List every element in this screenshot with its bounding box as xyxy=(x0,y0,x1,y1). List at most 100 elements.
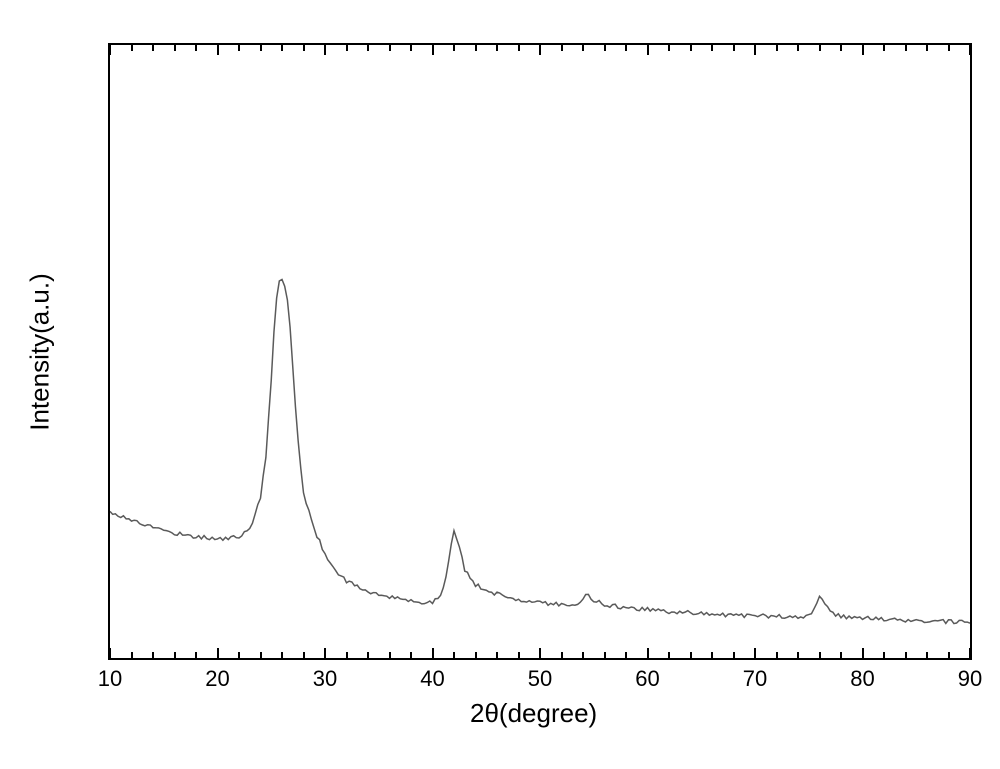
x-minor-tick-top xyxy=(561,45,563,51)
x-minor-tick-top xyxy=(131,45,133,51)
x-minor-tick-top xyxy=(948,45,950,51)
x-major-tick xyxy=(432,648,434,658)
x-minor-tick xyxy=(905,652,907,658)
x-minor-tick-top xyxy=(905,45,907,51)
x-minor-tick-top xyxy=(582,45,584,51)
x-minor-tick-top xyxy=(797,45,799,51)
x-minor-tick xyxy=(797,652,799,658)
x-minor-tick-top xyxy=(475,45,477,51)
x-major-tick-top xyxy=(647,45,649,55)
x-minor-tick-top xyxy=(625,45,627,51)
x-minor-tick xyxy=(410,652,412,658)
x-minor-tick xyxy=(625,652,627,658)
x-major-tick-top xyxy=(539,45,541,55)
x-major-tick xyxy=(647,648,649,658)
x-minor-tick-top xyxy=(840,45,842,51)
x-minor-tick xyxy=(195,652,197,658)
x-minor-tick-top xyxy=(389,45,391,51)
xrd-trace xyxy=(110,279,970,623)
x-major-tick xyxy=(324,648,326,658)
x-minor-tick xyxy=(303,652,305,658)
x-minor-tick xyxy=(582,652,584,658)
y-axis-left xyxy=(108,43,110,660)
x-minor-tick xyxy=(948,652,950,658)
x-axis-bottom xyxy=(110,658,970,660)
x-tick-label: 50 xyxy=(510,666,570,692)
x-minor-tick xyxy=(389,652,391,658)
x-tick-label: 20 xyxy=(188,666,248,692)
x-minor-tick xyxy=(496,652,498,658)
x-minor-tick-top xyxy=(711,45,713,51)
x-major-tick-top xyxy=(862,45,864,55)
x-minor-tick-top xyxy=(303,45,305,51)
y-axis-right xyxy=(970,43,972,660)
x-minor-tick xyxy=(131,652,133,658)
x-major-tick xyxy=(217,648,219,658)
x-minor-tick xyxy=(346,652,348,658)
x-minor-tick-top xyxy=(367,45,369,51)
x-minor-tick-top xyxy=(174,45,176,51)
x-minor-tick-top xyxy=(690,45,692,51)
x-minor-tick xyxy=(819,652,821,658)
x-major-tick-top xyxy=(109,45,111,55)
x-minor-tick xyxy=(926,652,928,658)
x-minor-tick xyxy=(367,652,369,658)
x-minor-tick-top xyxy=(260,45,262,51)
x-tick-label: 60 xyxy=(618,666,678,692)
x-tick-label: 80 xyxy=(833,666,893,692)
x-minor-tick-top xyxy=(604,45,606,51)
x-major-tick-top xyxy=(969,45,971,55)
x-tick-label: 90 xyxy=(940,666,1000,692)
x-minor-tick-top xyxy=(496,45,498,51)
plot-area xyxy=(110,45,970,658)
xrd-trace-svg xyxy=(110,45,970,658)
xrd-figure: Intensity(a.u.) 2θ(degree) 10 20 30 40 50 60 7… xyxy=(0,0,1000,769)
x-major-tick-top xyxy=(324,45,326,55)
x-minor-tick xyxy=(260,652,262,658)
x-tick-label: 10 xyxy=(80,666,140,692)
x-minor-tick-top xyxy=(776,45,778,51)
x-minor-tick-top xyxy=(152,45,154,51)
x-minor-tick xyxy=(518,652,520,658)
x-minor-tick-top xyxy=(926,45,928,51)
x-minor-tick xyxy=(690,652,692,658)
x-minor-tick xyxy=(668,652,670,658)
x-tick-label: 30 xyxy=(295,666,355,692)
x-major-tick xyxy=(539,648,541,658)
x-axis-label: 2θ(degree) xyxy=(470,698,597,729)
x-minor-tick xyxy=(604,652,606,658)
x-major-tick xyxy=(862,648,864,658)
x-major-tick-top xyxy=(217,45,219,55)
x-minor-tick-top xyxy=(346,45,348,51)
x-tick-label: 70 xyxy=(725,666,785,692)
x-minor-tick xyxy=(561,652,563,658)
x-minor-tick xyxy=(840,652,842,658)
x-major-tick-top xyxy=(754,45,756,55)
x-minor-tick-top xyxy=(518,45,520,51)
x-minor-tick-top xyxy=(819,45,821,51)
x-minor-tick xyxy=(776,652,778,658)
x-minor-tick xyxy=(883,652,885,658)
x-major-tick xyxy=(969,648,971,658)
x-major-tick xyxy=(754,648,756,658)
x-minor-tick xyxy=(174,652,176,658)
x-minor-tick-top xyxy=(668,45,670,51)
x-minor-tick xyxy=(733,652,735,658)
x-minor-tick-top xyxy=(238,45,240,51)
x-minor-tick xyxy=(711,652,713,658)
x-minor-tick-top xyxy=(883,45,885,51)
x-minor-tick xyxy=(152,652,154,658)
x-minor-tick xyxy=(475,652,477,658)
y-axis-label: Intensity(a.u.) xyxy=(25,273,56,431)
x-tick-label: 40 xyxy=(403,666,463,692)
x-minor-tick-top xyxy=(281,45,283,51)
x-minor-tick xyxy=(238,652,240,658)
x-minor-tick xyxy=(281,652,283,658)
x-minor-tick-top xyxy=(733,45,735,51)
x-major-tick-top xyxy=(432,45,434,55)
x-major-tick xyxy=(109,648,111,658)
x-minor-tick-top xyxy=(410,45,412,51)
x-minor-tick-top xyxy=(453,45,455,51)
x-minor-tick-top xyxy=(195,45,197,51)
x-minor-tick xyxy=(453,652,455,658)
